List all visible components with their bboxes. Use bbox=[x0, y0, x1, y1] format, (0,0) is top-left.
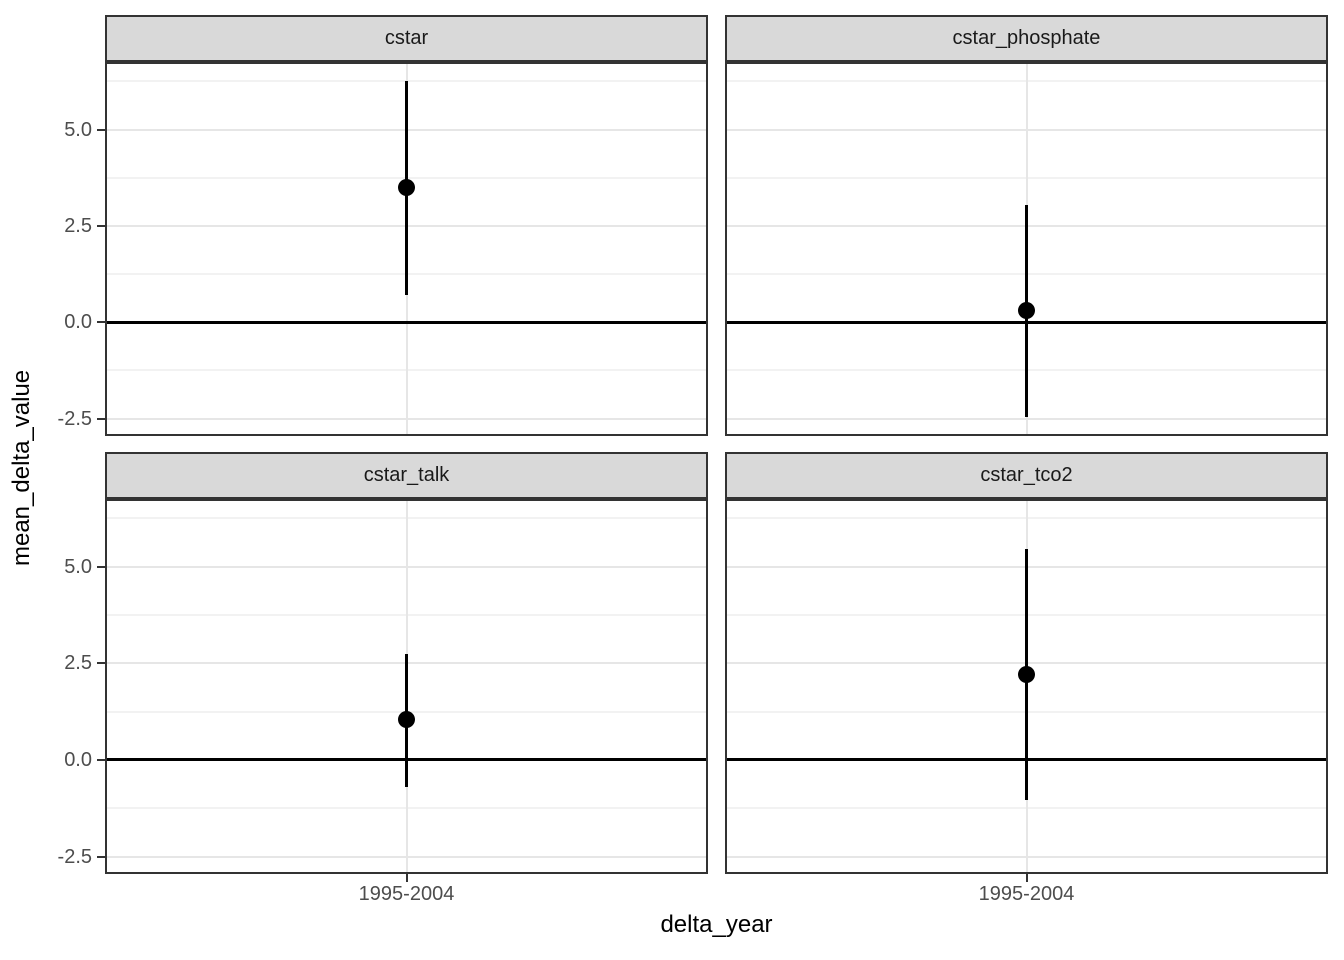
x-tick-mark bbox=[1025, 874, 1028, 882]
y-tick-label: -2.5 bbox=[57, 407, 92, 430]
facet-panel-cstar bbox=[105, 62, 708, 436]
facet-strip-label: cstar_phosphate bbox=[952, 27, 1101, 49]
x-axis-title: delta_year bbox=[660, 911, 773, 938]
y-tick-mark bbox=[97, 855, 105, 858]
facet-panel-cstar-talk bbox=[105, 499, 708, 874]
y-tick-mark bbox=[97, 224, 105, 227]
facet-panel-cstar-phosphate bbox=[725, 62, 1328, 436]
data-point bbox=[1018, 666, 1035, 684]
y-tick-label: 5.0 bbox=[64, 555, 92, 578]
y-tick-mark bbox=[97, 662, 105, 665]
data-point bbox=[398, 178, 415, 196]
facet-strip-cstar-tco2: cstar_tco2 bbox=[725, 452, 1328, 499]
y-tick-label: 0.0 bbox=[64, 748, 92, 771]
facet-strip-label: cstar bbox=[384, 27, 429, 49]
zero-reference-line bbox=[107, 320, 706, 324]
facet-strip-cstar: cstar bbox=[105, 15, 708, 62]
y-tick-mark bbox=[97, 565, 105, 568]
y-tick-label: 2.5 bbox=[64, 652, 92, 675]
y-tick-mark bbox=[97, 321, 105, 324]
y-tick-label: -2.5 bbox=[57, 845, 92, 868]
facet-strip-cstar-phosphate: cstar_phosphate bbox=[725, 15, 1328, 62]
y-tick-mark bbox=[97, 417, 105, 420]
data-point bbox=[1018, 302, 1035, 320]
facet-strip-cstar-talk: cstar_talk bbox=[105, 452, 708, 499]
y-tick-mark bbox=[97, 128, 105, 131]
data-point bbox=[398, 710, 415, 728]
facet-strip-label: cstar_talk bbox=[363, 464, 450, 486]
y-tick-mark bbox=[97, 758, 105, 761]
x-tick-mark bbox=[405, 874, 408, 882]
y-tick-label: 2.5 bbox=[64, 214, 92, 237]
x-tick-label: 1995-2004 bbox=[978, 883, 1075, 905]
facet-strip-label: cstar_tco2 bbox=[980, 464, 1073, 486]
x-tick-label: 1995-2004 bbox=[358, 883, 455, 905]
facet-panel-cstar-tco2 bbox=[725, 499, 1328, 874]
y-tick-label: 0.0 bbox=[64, 311, 92, 334]
y-tick-label: 5.0 bbox=[64, 118, 92, 141]
